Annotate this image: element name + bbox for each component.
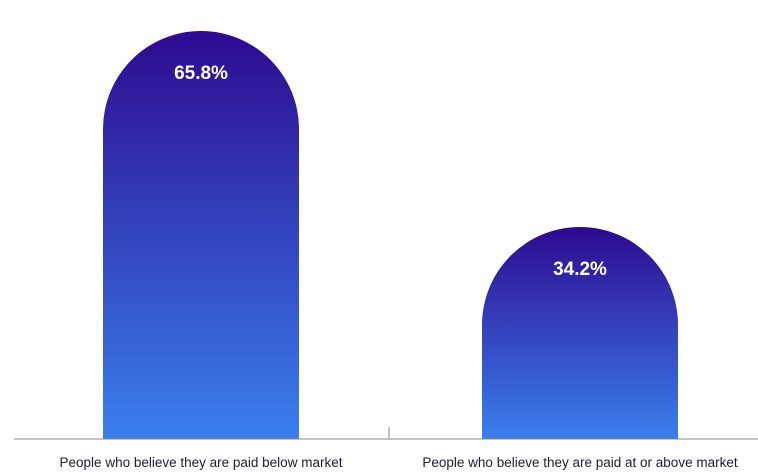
category-label-2: People who believe they are paid at or a… — [422, 455, 737, 470]
bar-1 — [103, 31, 299, 440]
bar-value-label-2: 34.2% — [553, 259, 607, 280]
labels-group: 65.8% People who believe they are paid be… — [60, 63, 738, 470]
bars-group — [103, 31, 678, 440]
bar-2 — [482, 226, 678, 439]
category-label-1: People who believe they are paid below m… — [60, 455, 343, 470]
bar-value-label-1: 65.8% — [174, 63, 228, 84]
